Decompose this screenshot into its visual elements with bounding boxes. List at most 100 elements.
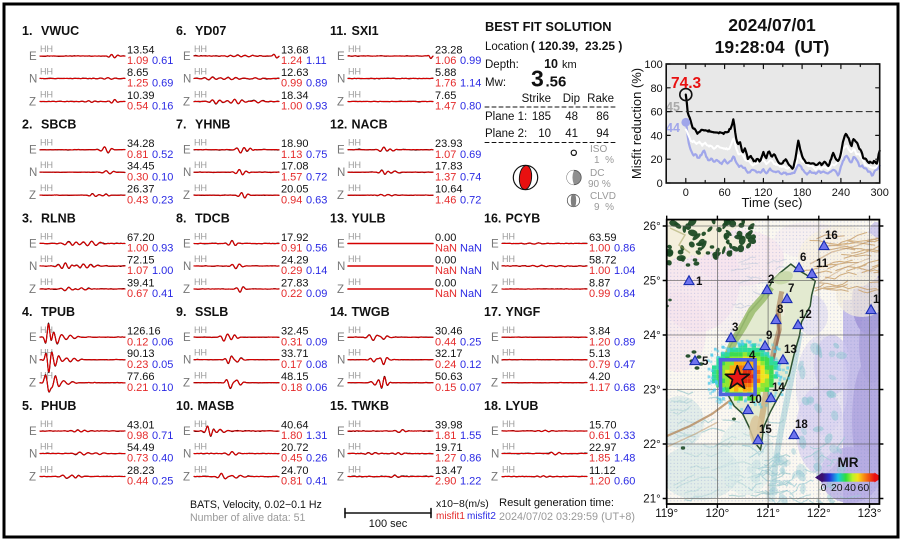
- svg-text:2: 2: [768, 274, 774, 286]
- svg-text:HH: HH: [348, 442, 361, 452]
- svg-text:MR: MR: [838, 455, 859, 470]
- svg-text:1.06: 1.06: [435, 55, 456, 67]
- svg-text:Result generation time:: Result generation time:: [499, 497, 614, 509]
- svg-text:0.99: 0.99: [460, 55, 481, 67]
- svg-text:0.79: 0.79: [589, 359, 610, 371]
- svg-text:NaN: NaN: [460, 243, 482, 255]
- svg-text:E: E: [183, 145, 191, 157]
- svg-text:0.93: 0.93: [152, 243, 173, 255]
- svg-text:1.00: 1.00: [589, 243, 610, 255]
- svg-text:Z: Z: [183, 190, 190, 202]
- svg-text:HH: HH: [194, 419, 207, 429]
- svg-text:17.83: 17.83: [435, 161, 463, 173]
- svg-text:14: 14: [772, 382, 785, 394]
- svg-text:N: N: [183, 167, 191, 179]
- svg-text:26°: 26°: [643, 221, 660, 233]
- svg-text:SXI1: SXI1: [352, 24, 379, 38]
- svg-text:100: 100: [644, 59, 662, 71]
- svg-text:0.40: 0.40: [152, 453, 173, 465]
- svg-text:0.25: 0.25: [460, 336, 481, 348]
- svg-text:HH: HH: [348, 44, 361, 54]
- svg-text:HH: HH: [348, 254, 361, 264]
- svg-text:N: N: [337, 167, 345, 179]
- svg-text:13.47: 13.47: [435, 465, 463, 477]
- svg-text:0.54: 0.54: [127, 101, 148, 113]
- svg-text:0.12: 0.12: [460, 359, 481, 371]
- svg-text:8.87: 8.87: [589, 278, 610, 290]
- svg-text:E: E: [183, 426, 191, 438]
- svg-text:TPUB: TPUB: [41, 305, 75, 319]
- svg-text:TWKB: TWKB: [352, 399, 390, 413]
- svg-text:Z: Z: [29, 190, 36, 202]
- svg-text:1.76: 1.76: [435, 78, 456, 90]
- svg-text:HH: HH: [348, 138, 361, 148]
- svg-text:32.45: 32.45: [281, 326, 309, 338]
- svg-text:19.71: 19.71: [435, 442, 463, 454]
- svg-text:E: E: [491, 239, 499, 251]
- svg-text:20: 20: [650, 154, 662, 166]
- svg-text:60: 60: [650, 107, 662, 119]
- svg-text:Z: Z: [29, 284, 36, 296]
- svg-text:19:28:04 (UT): 19:28:04 (UT): [715, 37, 830, 57]
- svg-text:YULB: YULB: [352, 212, 386, 226]
- svg-text:30.46: 30.46: [435, 326, 463, 338]
- svg-text:300: 300: [871, 187, 889, 199]
- svg-text:1.25: 1.25: [127, 78, 148, 90]
- svg-text:120°: 120°: [706, 508, 730, 520]
- svg-text:1.57: 1.57: [281, 171, 302, 183]
- svg-text:0.06: 0.06: [152, 336, 173, 348]
- svg-text:HH: HH: [194, 325, 207, 335]
- svg-text:HH: HH: [40, 254, 53, 264]
- svg-text:HH: HH: [502, 325, 515, 335]
- svg-text:0.63: 0.63: [306, 194, 327, 206]
- svg-text:9: 9: [766, 330, 772, 342]
- svg-text:28.23: 28.23: [127, 465, 155, 477]
- svg-text:YD07: YD07: [195, 24, 226, 38]
- svg-text:VWUC: VWUC: [41, 24, 79, 38]
- svg-text:NaN: NaN: [460, 265, 482, 277]
- svg-text:0.45: 0.45: [281, 453, 302, 465]
- svg-text:misfit2: misfit2: [467, 511, 496, 522]
- svg-text:HH: HH: [348, 160, 361, 170]
- svg-text:N: N: [183, 449, 191, 461]
- svg-text:18: 18: [795, 419, 808, 431]
- svg-text:NaN: NaN: [435, 243, 457, 255]
- svg-text:N: N: [491, 449, 499, 461]
- svg-text:E: E: [491, 426, 499, 438]
- svg-text:0.99: 0.99: [589, 288, 610, 300]
- svg-text:0: 0: [657, 178, 663, 190]
- svg-text:8: 8: [777, 304, 784, 316]
- svg-text:0.41: 0.41: [152, 288, 173, 300]
- svg-text:HH: HH: [194, 348, 207, 358]
- svg-text:YNGF: YNGF: [506, 305, 541, 319]
- svg-text:N: N: [183, 74, 191, 86]
- svg-text:0.15: 0.15: [435, 382, 456, 394]
- svg-text:0.44: 0.44: [127, 476, 148, 488]
- svg-text:E: E: [29, 239, 37, 251]
- svg-text:HH: HH: [502, 442, 515, 452]
- svg-text:11.: 11.: [330, 24, 347, 38]
- svg-text:39.98: 39.98: [435, 420, 463, 432]
- svg-text:10.39: 10.39: [127, 90, 155, 102]
- svg-text:40.64: 40.64: [281, 420, 309, 432]
- svg-text:9.: 9.: [176, 305, 186, 319]
- svg-text:SBCB: SBCB: [41, 118, 76, 132]
- svg-text:HH: HH: [194, 183, 207, 193]
- svg-text:77.66: 77.66: [127, 371, 155, 383]
- svg-text:TWGB: TWGB: [352, 305, 390, 319]
- svg-text:1.80: 1.80: [281, 430, 302, 442]
- svg-text:1.47: 1.47: [435, 101, 456, 113]
- svg-text:67.20: 67.20: [127, 232, 155, 244]
- svg-text:18.: 18.: [484, 399, 501, 413]
- svg-text:0.89: 0.89: [614, 336, 635, 348]
- svg-text:43.01: 43.01: [127, 420, 155, 432]
- svg-text:1.00: 1.00: [281, 101, 302, 113]
- svg-text:HH: HH: [194, 371, 207, 381]
- svg-text:0.73: 0.73: [127, 453, 148, 465]
- svg-text:.56: .56: [546, 74, 567, 91]
- svg-text:Z: Z: [491, 378, 498, 390]
- svg-text:0.86: 0.86: [460, 453, 481, 465]
- svg-text:0.94: 0.94: [281, 194, 302, 206]
- svg-text:0.10: 0.10: [152, 171, 173, 183]
- svg-text:1.20: 1.20: [589, 476, 610, 488]
